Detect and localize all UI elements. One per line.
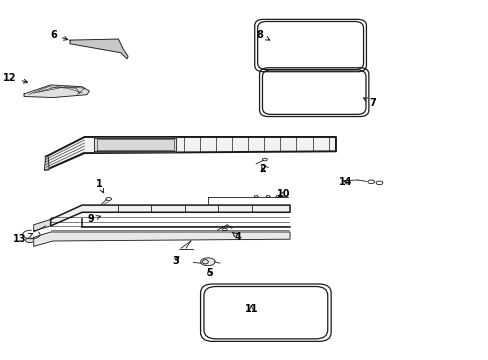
Polygon shape	[46, 137, 335, 170]
Polygon shape	[44, 157, 49, 170]
Text: 3: 3	[172, 256, 179, 266]
Text: 4: 4	[232, 232, 241, 242]
Polygon shape	[51, 205, 289, 226]
Text: 10: 10	[276, 189, 289, 199]
Text: 6: 6	[50, 30, 68, 40]
Polygon shape	[94, 138, 176, 150]
Polygon shape	[34, 232, 289, 246]
Text: 9: 9	[87, 215, 100, 224]
Text: 12: 12	[3, 73, 27, 83]
Text: 2: 2	[259, 164, 265, 174]
Text: 11: 11	[244, 304, 258, 314]
Ellipse shape	[200, 258, 215, 266]
Text: 1: 1	[96, 179, 103, 193]
Text: 14: 14	[339, 177, 352, 187]
Polygon shape	[24, 85, 89, 98]
Text: 5: 5	[205, 268, 212, 278]
Text: 8: 8	[256, 30, 269, 40]
Polygon shape	[34, 220, 51, 231]
Text: 7: 7	[363, 98, 376, 108]
Polygon shape	[70, 39, 128, 59]
Ellipse shape	[25, 238, 34, 243]
Text: 13: 13	[13, 233, 33, 244]
